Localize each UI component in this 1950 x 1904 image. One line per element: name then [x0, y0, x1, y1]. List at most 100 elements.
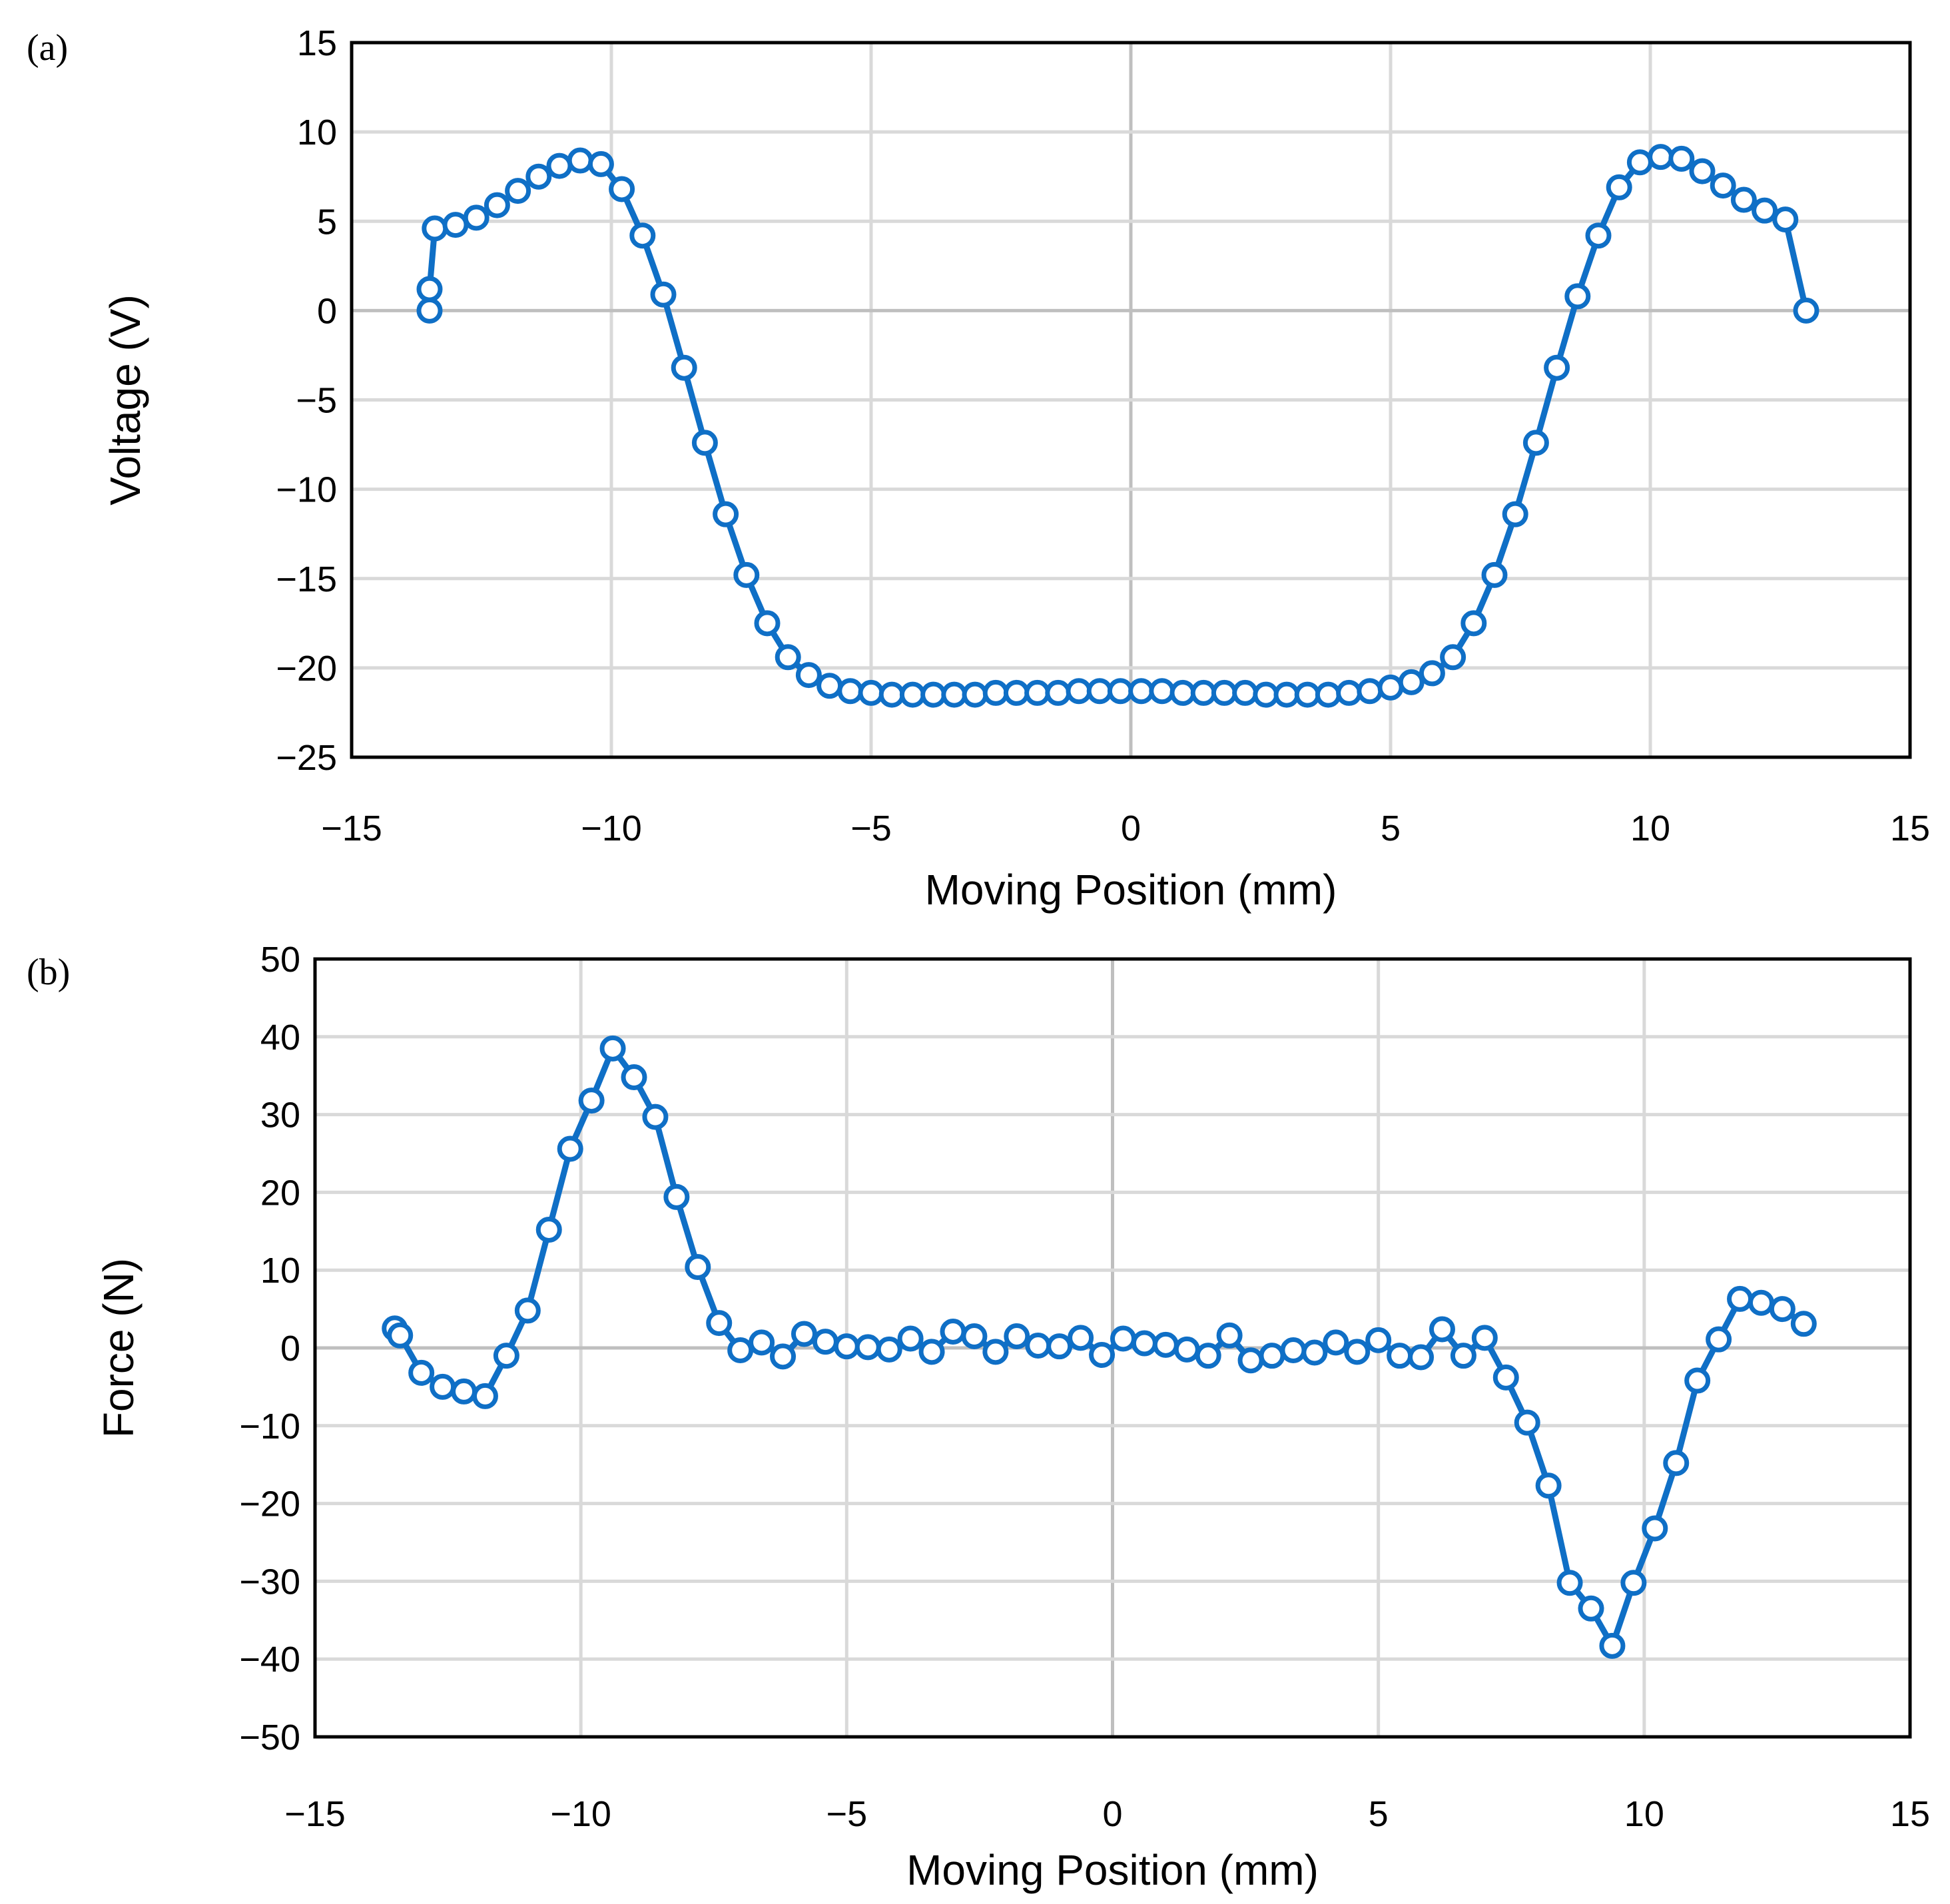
data-point-a-44 [1294, 681, 1321, 708]
y-tick-label-a-5: 0 [317, 291, 337, 331]
data-point-b-25 [897, 1325, 924, 1352]
data-point-a-67 [1772, 206, 1799, 233]
data-point-b-62 [1684, 1367, 1711, 1394]
data-point-b-38 [1173, 1336, 1200, 1363]
y-axis-title-b: Force (N) [95, 1258, 143, 1438]
data-point-a-62 [1668, 145, 1695, 172]
plot-frame-b [313, 957, 1912, 1739]
data-point-a-22 [837, 678, 864, 705]
data-point-b-42 [1259, 1343, 1285, 1369]
data-point-b-22 [833, 1333, 860, 1360]
data-point-a-18 [754, 610, 781, 637]
y-tick-label-b-0: −50 [239, 1718, 300, 1757]
y-tick-label-a-3: −10 [276, 470, 337, 510]
data-point-a-16 [713, 501, 739, 527]
data-point-b-45 [1323, 1329, 1349, 1356]
data-point-b-23 [854, 1334, 881, 1361]
data-point-b-59 [1620, 1570, 1647, 1596]
data-point-a-49 [1398, 669, 1425, 695]
data-point-a-3 [442, 212, 469, 238]
data-point-a-52 [1461, 610, 1487, 637]
data-point-b-1 [387, 1322, 414, 1349]
data-point-b-17 [727, 1337, 754, 1364]
y-tick-label-b-4: −10 [239, 1407, 300, 1446]
plot-frame-a [350, 41, 1912, 759]
x-tick-label-b-4: 5 [1369, 1794, 1389, 1834]
data-point-b-39 [1195, 1343, 1221, 1369]
data-point-b-44 [1301, 1339, 1328, 1366]
y-tick-label-b-2: −30 [239, 1562, 300, 1602]
data-point-b-15 [685, 1254, 711, 1281]
data-point-a-41 [1232, 679, 1259, 706]
x-tick-label-a-3: 0 [1121, 808, 1141, 848]
y-tick-label-b-6: 10 [260, 1251, 300, 1291]
data-point-b-56 [1556, 1570, 1583, 1596]
data-point-b-52 [1471, 1325, 1498, 1351]
data-point-a-46 [1336, 679, 1363, 706]
x-tick-label-a-1: −10 [581, 808, 642, 848]
data-point-a-57 [1564, 283, 1591, 310]
y-tick-label-b-7: 20 [260, 1173, 300, 1213]
x-tick-label-b-2: −5 [826, 1794, 868, 1834]
data-point-a-56 [1544, 354, 1570, 381]
y-tick-label-b-10: 50 [260, 940, 300, 980]
data-point-a-64 [1710, 172, 1736, 199]
panel-a-label: (a) [27, 27, 68, 69]
x-tick-label-b-0: −15 [284, 1794, 346, 1834]
data-point-a-25 [899, 681, 926, 708]
data-point-a-33 [1066, 678, 1092, 705]
x-axis-title-a: Moving Position (mm) [925, 866, 1337, 914]
data-point-b-24 [876, 1336, 902, 1363]
data-point-a-59 [1606, 174, 1632, 200]
data-point-a-0 [416, 297, 443, 324]
panel-b-force-chart: (b) −15 −10 −5 0 5 10 15−50−40−30−20−100102030… [27, 940, 1930, 1894]
data-point-a-26 [920, 681, 947, 708]
data-point-b-58 [1599, 1632, 1626, 1659]
data-point-a-14 [671, 354, 697, 381]
data-point-a-60 [1626, 149, 1653, 176]
y-tick-label-a-4: −5 [296, 381, 337, 421]
data-point-a-35 [1107, 678, 1134, 705]
data-point-b-7 [514, 1297, 541, 1324]
x-tick-label-b-1: −10 [550, 1794, 611, 1834]
x-tick-label-a-2: −5 [850, 808, 892, 848]
data-point-b-4 [451, 1378, 478, 1405]
data-point-b-30 [1004, 1323, 1030, 1349]
data-point-b-6 [493, 1343, 519, 1369]
data-point-a-8 [546, 153, 573, 179]
data-point-a-65 [1730, 186, 1757, 213]
y-axis-title-a: Voltage (V) [101, 294, 149, 505]
panel-a-voltage-chart: (a) −15 −10 −5 0 5 10 15 −25 −20 −15 −10 −5 0 5 10 15 Mo… [27, 23, 1930, 914]
data-point-a-7 [525, 163, 552, 190]
data-point-b-51 [1450, 1343, 1476, 1369]
data-point-a-66 [1752, 197, 1778, 224]
panel-b-label: (b) [27, 952, 70, 993]
data-point-a-17 [733, 561, 760, 588]
data-point-a-47 [1357, 678, 1383, 705]
data-point-a-4 [463, 204, 489, 231]
data-point-a-19 [775, 644, 801, 671]
data-point-a-55 [1522, 430, 1549, 456]
data-point-a-24 [878, 681, 905, 708]
x-tick-label-a-4: 5 [1381, 808, 1401, 848]
data-point-b-27 [940, 1318, 966, 1345]
data-point-a-34 [1086, 678, 1113, 705]
data-point-b-19 [770, 1343, 797, 1370]
data-point-b-34 [1089, 1342, 1116, 1369]
data-point-b-14 [663, 1183, 690, 1210]
data-point-b-61 [1663, 1450, 1690, 1476]
data-point-a-68 [1793, 297, 1819, 324]
data-point-a-15 [691, 430, 718, 456]
data-point-b-31 [1025, 1332, 1052, 1359]
data-point-b-2 [408, 1359, 435, 1386]
data-point-b-66 [1769, 1296, 1795, 1323]
data-point-a-38 [1169, 679, 1196, 706]
y-tick-label-a-8: 15 [297, 23, 337, 63]
data-point-b-8 [535, 1216, 562, 1243]
data-point-a-32 [1045, 679, 1072, 706]
x-tick-label-a-0: −15 [321, 808, 382, 848]
data-point-a-30 [1003, 679, 1030, 706]
data-point-b-10 [578, 1088, 605, 1114]
y-tick-label-a-1: −20 [276, 649, 337, 689]
data-point-a-20 [795, 662, 822, 689]
